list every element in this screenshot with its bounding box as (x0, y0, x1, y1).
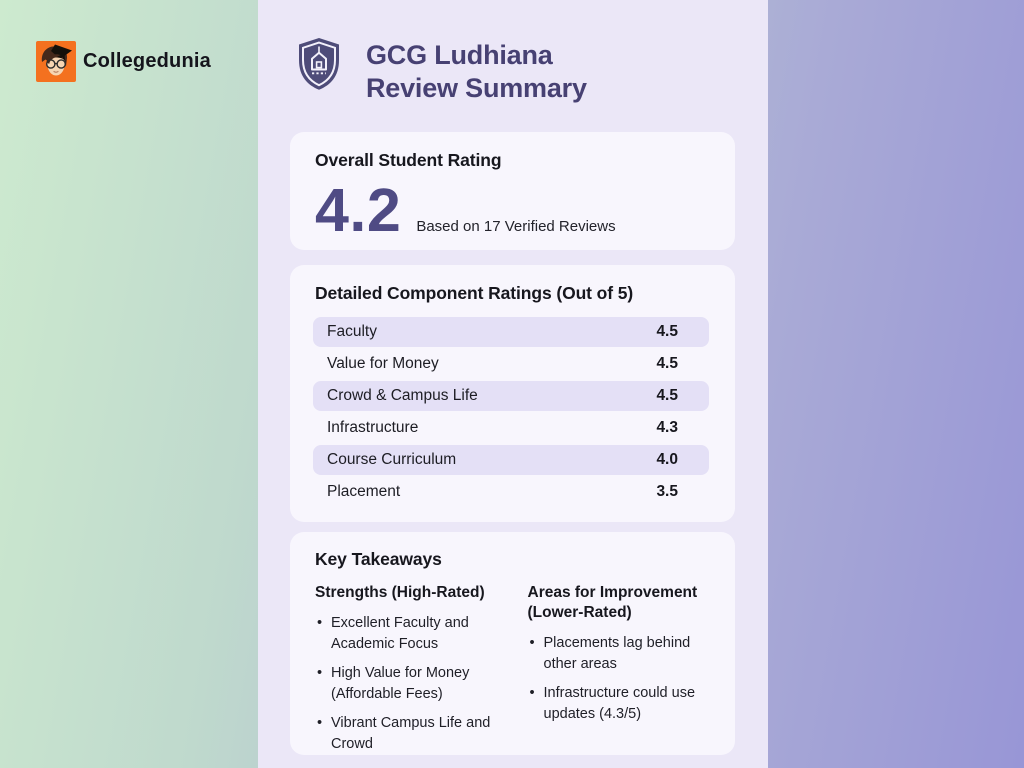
page-title-line2: Review Summary (366, 73, 587, 103)
overall-rating-caption: Based on 17 Verified Reviews (416, 218, 616, 235)
component-ratings-title: Detailed Component Ratings (Out of 5) (315, 283, 634, 303)
key-takeaways-title: Key Takeaways (315, 549, 442, 569)
page-header: GCG Ludhiana Review Summary (296, 37, 587, 105)
rating-row-value: 4.0 (656, 451, 678, 468)
overall-rating-value: 4.2 (315, 176, 402, 244)
component-ratings-list: Faculty 4.5 Value for Money 4.5 Crowd & … (313, 317, 709, 507)
key-takeaways-card: Key Takeaways Strengths (High-Rated) Exc… (290, 532, 735, 755)
rating-row-label: Placement (327, 483, 401, 500)
rating-row-label: Infrastructure (327, 419, 419, 436)
brand-logo: Collegedunia (36, 41, 211, 82)
rating-row-label: Value for Money (327, 355, 439, 372)
overall-rating-card: Overall Student Rating 4.2 Based on 17 V… (290, 132, 735, 250)
rating-row-label: Crowd & Campus Life (327, 387, 478, 404)
brand-name: Collegedunia (83, 50, 211, 72)
strength-item: High Value for Money (Affordable Fees) (315, 663, 498, 704)
overall-rating-row: 4.2 Based on 17 Verified Reviews (315, 178, 711, 242)
rating-row-value: 4.5 (656, 323, 678, 340)
rating-row-label: Course Curriculum (327, 451, 457, 468)
improvement-item: Placements lag behind other areas (528, 633, 711, 674)
rating-row-value: 4.5 (656, 355, 678, 372)
rating-row-placement: Placement 3.5 (313, 477, 709, 507)
key-takeaways-columns: Strengths (High-Rated) Excellent Faculty… (315, 583, 710, 754)
rating-row-value-for-money: Value for Money 4.5 (313, 349, 709, 379)
shield-institution-icon (299, 38, 339, 90)
improvement-item: Infrastructure could use updates (4.3/5) (528, 683, 711, 724)
page-title-line1: GCG Ludhiana (366, 40, 553, 70)
rating-row-value: 4.3 (656, 419, 678, 436)
rating-row-crowd-campus-life: Crowd & Campus Life 4.5 (313, 381, 709, 411)
strengths-list: Excellent Faculty and Academic Focus Hig… (315, 613, 498, 754)
component-ratings-card: Detailed Component Ratings (Out of 5) Fa… (290, 265, 735, 522)
page-title: GCG Ludhiana Review Summary (366, 37, 587, 105)
strength-item: Vibrant Campus Life and Crowd (315, 713, 498, 754)
summary-panel: GCG Ludhiana Review Summary Overall Stud… (258, 0, 768, 768)
strengths-title: Strengths (High-Rated) (315, 584, 485, 601)
collegedunia-mascot-icon (36, 41, 76, 82)
rating-row-value: 3.5 (656, 483, 678, 500)
rating-row-faculty: Faculty 4.5 (313, 317, 709, 347)
strengths-column: Strengths (High-Rated) Excellent Faculty… (315, 583, 498, 754)
rating-row-label: Faculty (327, 323, 377, 340)
strength-item: Excellent Faculty and Academic Focus (315, 613, 498, 654)
improvements-title: Areas for Improvement (Lower-Rated) (527, 584, 698, 621)
rating-row-infrastructure: Infrastructure 4.3 (313, 413, 709, 443)
rating-row-value: 4.5 (656, 387, 678, 404)
overall-rating-title: Overall Student Rating (315, 150, 502, 170)
improvements-column: Areas for Improvement (Lower-Rated) Plac… (528, 583, 711, 754)
rating-row-course-curriculum: Course Curriculum 4.0 (313, 445, 709, 475)
improvements-list: Placements lag behind other areas Infras… (528, 633, 711, 724)
